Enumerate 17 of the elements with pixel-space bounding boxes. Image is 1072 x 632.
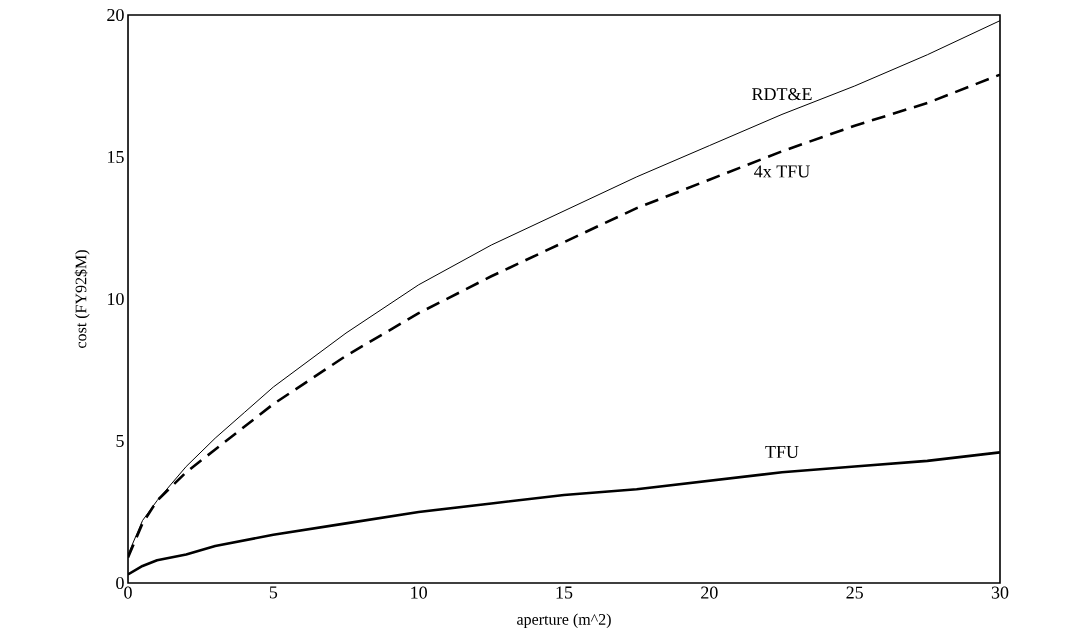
y-axis-title: cost (FY92$M) [74, 250, 90, 348]
y-tick-label: 0 [116, 576, 124, 590]
x-tick-label: 15 [556, 586, 573, 599]
x-tick-label: 5 [269, 586, 278, 599]
x-tick-label: 20 [701, 586, 718, 599]
series-label: RDT&E [752, 88, 812, 101]
series-label: TFU [765, 446, 799, 459]
x-axis-title: aperture (m^2) [517, 613, 611, 629]
x-tick-label: 0 [124, 586, 132, 599]
series-label: 4x TFU [754, 165, 810, 178]
x-tick-label: 10 [411, 586, 427, 599]
y-tick-label: 10 [108, 292, 124, 306]
y-tick-label: 15 [108, 150, 124, 164]
x-tick-label: 30 [991, 586, 1009, 599]
x-tick-label: 25 [846, 586, 863, 599]
y-tick-label: 20 [107, 8, 124, 22]
y-tick-label: 5 [116, 435, 124, 447]
